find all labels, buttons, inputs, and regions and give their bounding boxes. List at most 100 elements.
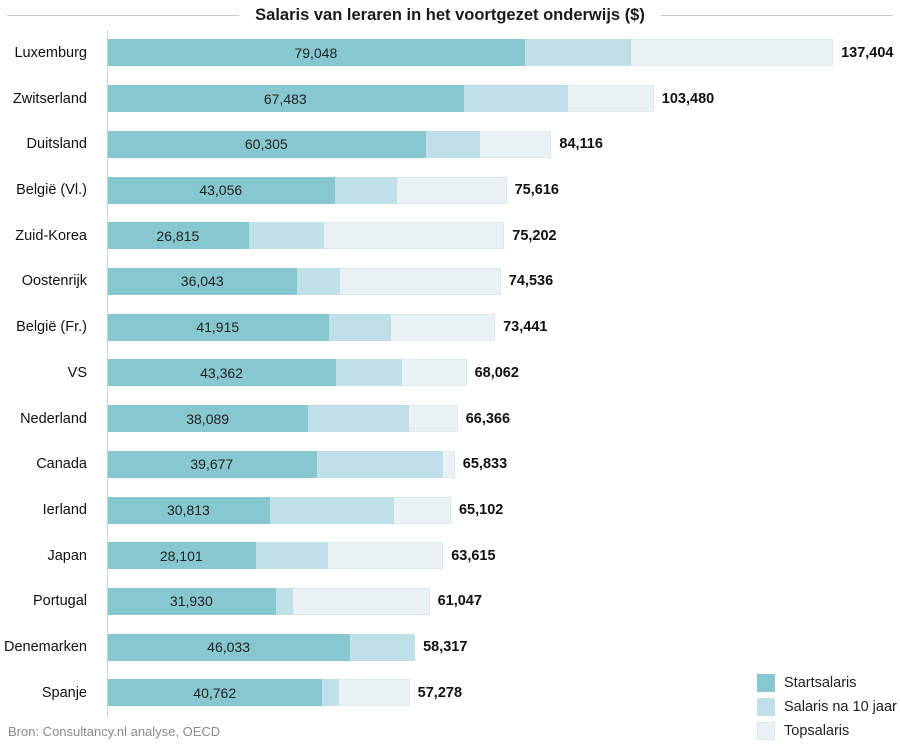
country-label: Zwitserland xyxy=(12,90,87,107)
top-salary-value: 137,404 xyxy=(841,44,894,61)
bar-track: 43,362 68,062 xyxy=(107,359,519,387)
top-salary-value: 75,616 xyxy=(514,182,559,199)
country-label: Portugal xyxy=(32,593,87,610)
country-label: Canada xyxy=(36,456,87,473)
country-label: Spanje xyxy=(41,684,87,701)
bar-segment-salaris-na-10-jaar xyxy=(275,587,293,615)
bar-segment-startsalaris: 46,033 xyxy=(107,633,351,661)
top-salary-value: 57,278 xyxy=(417,684,463,701)
source-note: Bron: Consultancy.nl analyse, OECD xyxy=(8,724,221,739)
bar-track: 41,915 73,441 xyxy=(107,313,547,341)
start-salary-value: 38,089 xyxy=(186,410,230,427)
bar-segment-startsalaris: 31,930 xyxy=(107,587,276,615)
bar-track: 26,815 75,202 xyxy=(107,222,557,250)
legend-swatch-after10 xyxy=(757,698,775,716)
bar-segment-salaris-na-10-jaar xyxy=(308,405,410,433)
start-salary-value: 39,677 xyxy=(190,456,234,473)
bar-track: 79,048 137,404 xyxy=(107,39,894,67)
title-rule-left xyxy=(7,14,240,16)
bar-segment-salaris-na-10-jaar xyxy=(269,496,394,524)
bar-track: 43,056 75,616 xyxy=(107,176,559,204)
chart-row: Zuid-Korea 26,815 75,202 xyxy=(0,213,900,259)
chart-title: Salaris van leraren in het voortgezet on… xyxy=(255,5,645,24)
chart-row: België (Fr.) 41,915 73,441 xyxy=(0,304,900,350)
bar-segment-startsalaris: 28,101 xyxy=(107,542,256,570)
legend-swatch-top xyxy=(757,722,775,740)
bar-segment-salaris-na-10-jaar xyxy=(248,222,324,250)
chart-row: Zwitserland 67,483 103,480 xyxy=(0,76,900,122)
chart-header: Salaris van leraren in het voortgezet on… xyxy=(0,0,900,30)
country-label: Nederland xyxy=(20,410,87,427)
country-label: Denemarken xyxy=(3,639,87,656)
bar-segment-topsalaris xyxy=(323,222,505,250)
bar-segment-startsalaris: 40,762 xyxy=(107,679,323,707)
bar-segment-startsalaris: 43,362 xyxy=(107,359,337,387)
chart-row: Japan 28,101 63,615 xyxy=(0,533,900,579)
top-salary-value: 58,317 xyxy=(423,639,468,656)
stacked-bar-chart: Luxemburg 79,048 137,404 Zwitserland 67,483 1… xyxy=(0,30,900,740)
legend-item: Topsalaris xyxy=(757,719,897,743)
bar-segment-salaris-na-10-jaar xyxy=(425,130,480,158)
bar-segment-topsalaris xyxy=(339,267,501,295)
legend-label: Topsalaris xyxy=(784,723,850,739)
chart-row: Duitsland 60,305 84,116 xyxy=(0,121,900,167)
bar-segment-topsalaris xyxy=(390,313,496,341)
bar-segment-startsalaris: 30,813 xyxy=(107,496,270,524)
chart-rows: Luxemburg 79,048 137,404 Zwitserland 67,483 1… xyxy=(0,30,900,716)
start-salary-value: 60,305 xyxy=(244,136,288,153)
bar-segment-topsalaris xyxy=(401,359,467,387)
country-label: Ierland xyxy=(42,502,87,519)
top-salary-value: 65,833 xyxy=(462,456,508,473)
country-label: Oostenrijk xyxy=(21,273,87,290)
bar-segment-salaris-na-10-jaar xyxy=(336,359,402,387)
country-label: Duitsland xyxy=(26,136,87,153)
start-salary-value: 46,033 xyxy=(207,639,250,656)
bar-segment-salaris-na-10-jaar xyxy=(524,39,632,67)
start-salary-value: 26,815 xyxy=(156,227,200,244)
bar-track: 31,930 61,047 xyxy=(107,587,482,615)
top-salary-value: 61,047 xyxy=(437,593,482,610)
country-label: België (Fr.) xyxy=(16,319,87,336)
bar-segment-topsalaris xyxy=(338,679,410,707)
start-salary-value: 30,813 xyxy=(166,502,210,519)
start-salary-value: 43,362 xyxy=(200,364,243,381)
top-salary-value: 65,102 xyxy=(458,502,504,519)
bar-segment-topsalaris xyxy=(631,39,834,67)
bar-segment-startsalaris: 79,048 xyxy=(107,39,525,67)
bar-segment-startsalaris: 60,305 xyxy=(107,130,426,158)
top-salary-value: 63,615 xyxy=(451,547,496,564)
title-rule-right xyxy=(660,14,894,16)
legend-item: Startsalaris xyxy=(757,671,897,695)
bar-track: 40,762 57,278 xyxy=(107,679,463,707)
bar-segment-startsalaris: 41,915 xyxy=(107,313,329,341)
bar-segment-topsalaris xyxy=(479,130,552,158)
bar-segment-salaris-na-10-jaar xyxy=(328,313,391,341)
bar-segment-startsalaris: 39,677 xyxy=(107,450,317,478)
bar-segment-startsalaris: 38,089 xyxy=(107,405,309,433)
start-salary-value: 79,048 xyxy=(294,44,338,61)
chart-row: België (Vl.) 43,056 75,616 xyxy=(0,167,900,213)
bar-segment-startsalaris: 36,043 xyxy=(107,267,298,295)
top-salary-value: 103,480 xyxy=(661,90,715,107)
chart-row: Ierland 30,813 65,102 xyxy=(0,487,900,533)
top-salary-value: 68,062 xyxy=(474,364,519,381)
country-label: Luxemburg xyxy=(14,44,87,61)
legend-label: Salaris na 10 jaar xyxy=(784,699,897,715)
bar-segment-startsalaris: 43,056 xyxy=(107,176,335,204)
bar-segment-topsalaris xyxy=(393,496,451,524)
bar-track: 46,033 58,317 xyxy=(107,633,468,661)
start-salary-value: 43,056 xyxy=(199,182,243,199)
chart-row: Portugal 31,930 61,047 xyxy=(0,579,900,625)
country-label: VS xyxy=(67,364,87,381)
start-salary-value: 28,101 xyxy=(159,547,203,564)
bar-segment-salaris-na-10-jaar xyxy=(334,176,398,204)
country-label: Japan xyxy=(47,547,87,564)
legend-item: Salaris na 10 jaar xyxy=(757,695,897,719)
top-salary-value: 74,536 xyxy=(508,273,554,290)
country-label: Zuid-Korea xyxy=(15,227,87,244)
bar-segment-salaris-na-10-jaar xyxy=(322,679,339,707)
chart-row: Nederland 38,089 66,366 xyxy=(0,396,900,442)
start-salary-value: 40,762 xyxy=(193,684,237,701)
bar-track: 30,813 65,102 xyxy=(107,496,504,524)
bar-segment-topsalaris xyxy=(567,85,654,113)
